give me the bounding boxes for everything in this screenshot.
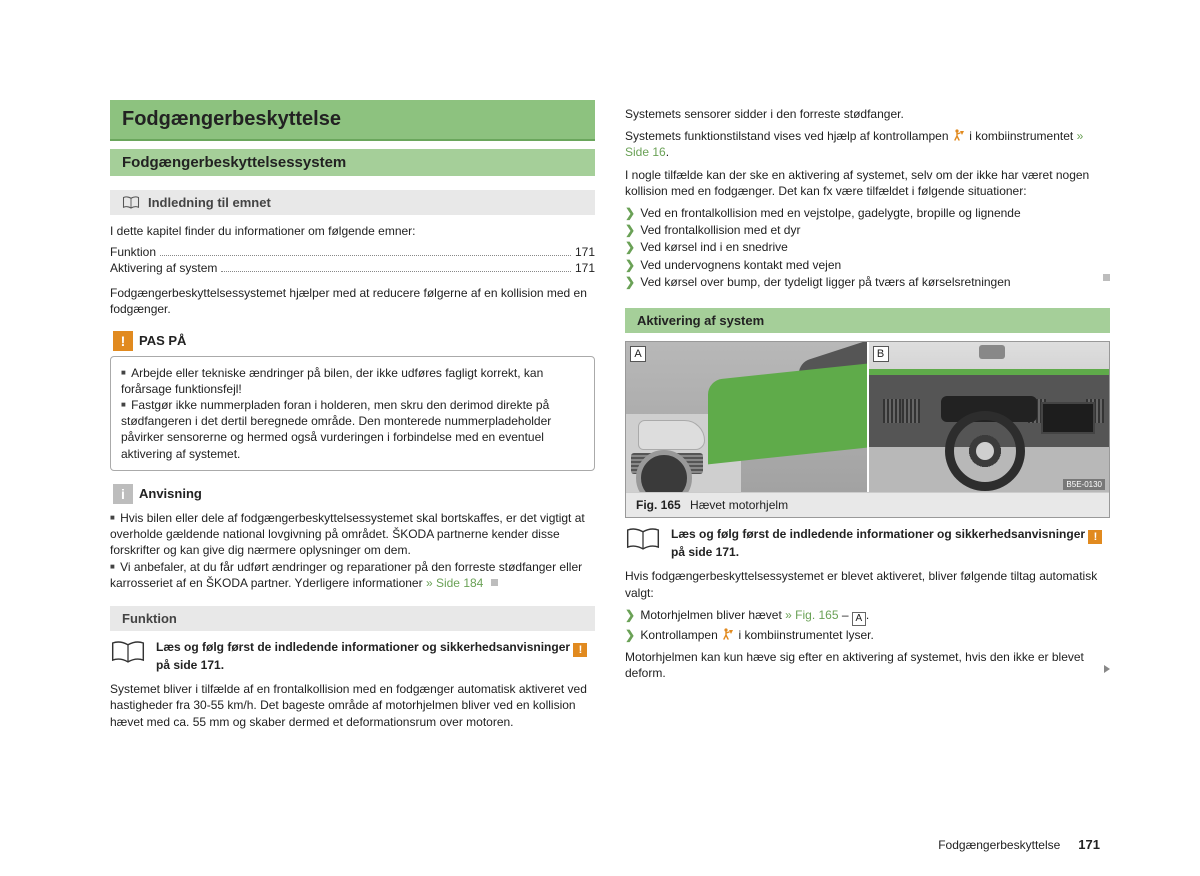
book-icon xyxy=(122,196,140,210)
panel-label-a: A xyxy=(630,346,646,362)
note-title: Anvisning xyxy=(139,486,202,501)
effect-after: i kombiinstrumentet lyser. xyxy=(738,628,873,642)
note-box: i Anvisning Hvis bilen eller dele af fod… xyxy=(110,481,595,592)
case-item: Ved frontalkollision med et dyr xyxy=(625,222,1110,238)
toc-dots xyxy=(160,255,571,256)
left-column: Fodgængerbeskyttelse Fodgængerbeskyttels… xyxy=(110,100,595,736)
intro-heading-text: Indledning til emnet xyxy=(148,195,271,210)
after-read-paragraph: Hvis fodgængerbeskyttelsessystemet er bl… xyxy=(625,568,1110,600)
effect-period: . xyxy=(866,608,869,622)
figure-caption-text: Hævet motorhjelm xyxy=(690,498,788,512)
warning-icon: ! xyxy=(573,643,587,657)
status-text-1: Systemets funktionstilstand vises ved hj… xyxy=(625,129,949,143)
read-text-part2: på side 171. xyxy=(671,545,739,559)
status-paragraph: Systemets funktionstilstand vises ved hj… xyxy=(625,128,1110,160)
figure-link[interactable]: » Fig. 165 xyxy=(785,608,838,622)
footer-section-name: Fodgængerbeskyttelse xyxy=(938,838,1060,852)
figure-panel-b: B B5E-0130 xyxy=(869,342,1110,492)
book-icon xyxy=(625,526,661,555)
final-paragraph: Motorhjelmen kan kun hæve sig efter en a… xyxy=(625,649,1110,681)
panel-label-b: B xyxy=(873,346,889,362)
caution-box: ! PAS PÅ Arbejde eller tekniske ændringe… xyxy=(110,328,595,471)
toc-page: 171 xyxy=(575,261,595,275)
status-text-2: i kombiinstrumentet xyxy=(969,129,1073,143)
effect-item: Kontrollampen i kombiinstrumentet lyser. xyxy=(625,627,1110,643)
caution-item: Arbejde eller tekniske ændringer på bile… xyxy=(121,365,584,397)
cases-list: Ved en frontalkollision med en vejstolpe… xyxy=(625,205,1110,290)
case-item-text: Ved kørsel over bump, der tydeligt ligge… xyxy=(640,275,1010,289)
toc-label: Funktion xyxy=(110,245,156,259)
info-icon: i xyxy=(113,484,133,504)
effect-dash: – xyxy=(839,608,849,622)
case-item: Ved kørsel over bump, der tydeligt ligge… xyxy=(625,274,1110,290)
effect-text: Motorhjelmen bliver hævet xyxy=(640,608,781,622)
figure-165: A B xyxy=(625,341,1110,518)
effect-item: Motorhjelmen bliver hævet » Fig. 165 – A… xyxy=(625,607,1110,626)
caution-title: PAS PÅ xyxy=(139,333,186,348)
toc: Funktion 171 Aktivering af system 171 xyxy=(110,245,595,275)
function-paragraph: Systemet bliver i tilfælde af en frontal… xyxy=(110,681,595,730)
page-footer: Fodgængerbeskyttelse 171 xyxy=(938,837,1100,852)
panel-ref-a: A xyxy=(852,612,866,626)
warning-icon: ! xyxy=(113,331,133,351)
activation-heading: Aktivering af system xyxy=(625,308,1110,333)
case-item: Ved kørsel ind i en snedrive xyxy=(625,239,1110,255)
read-first-text: Læs og følg først de indledende informat… xyxy=(156,639,595,674)
caution-body: Arbejde eller tekniske ændringer på bile… xyxy=(110,356,595,471)
intro-lead: I dette kapitel finder du informationer … xyxy=(110,223,595,239)
effects-list: Motorhjelmen bliver hævet » Fig. 165 – A… xyxy=(625,607,1110,643)
end-marker xyxy=(491,579,498,586)
figure-number: Fig. 165 xyxy=(636,498,681,512)
figure-panels: A B xyxy=(626,342,1109,492)
toc-row[interactable]: Aktivering af system 171 xyxy=(110,261,595,275)
read-text-part1: Læs og følg først de indledende informat… xyxy=(156,640,570,654)
read-text-part1: Læs og følg først de indledende informat… xyxy=(671,527,1085,541)
figure-caption: Fig. 165 Hævet motorhjelm xyxy=(626,492,1109,517)
end-marker xyxy=(1103,274,1110,281)
note-item-text: Vi anbefaler, at du får udført ændringer… xyxy=(110,560,582,590)
cases-block: Ved en frontalkollision med en vejstolpe… xyxy=(625,205,1110,290)
read-first-box: Læs og følg først de indledende informat… xyxy=(625,526,1110,561)
effect-text: Kontrollampen xyxy=(640,628,717,642)
note-item: Vi anbefaler, at du får udført ændringer… xyxy=(110,559,595,591)
caution-header: ! PAS PÅ xyxy=(110,328,196,354)
sensor-paragraph: Systemets sensorer sidder i den forreste… xyxy=(625,106,1110,122)
book-icon xyxy=(110,639,146,668)
final-text: Motorhjelmen kan kun hæve sig efter en a… xyxy=(625,650,1084,680)
note-list: Hvis bilen eller dele af fodgængerbeskyt… xyxy=(110,510,595,592)
function-heading: Funktion xyxy=(110,606,595,631)
read-first-text: Læs og følg først de indledende informat… xyxy=(671,526,1110,561)
toc-page: 171 xyxy=(575,245,595,259)
page: Fodgængerbeskyttelse Fodgængerbeskyttels… xyxy=(0,0,1200,736)
toc-dots xyxy=(221,271,571,272)
warning-icon: ! xyxy=(1088,530,1102,544)
page-link[interactable]: » Side 184 xyxy=(426,576,483,590)
toc-row[interactable]: Funktion 171 xyxy=(110,245,595,259)
intro-heading: Indledning til emnet xyxy=(110,190,595,215)
read-text-part2: på side 171. xyxy=(156,658,224,672)
section-heading: Fodgængerbeskyttelsessystem xyxy=(110,149,595,176)
cases-intro: I nogle tilfælde kan der ske en aktiveri… xyxy=(625,167,1110,199)
right-column: Systemets sensorer sidder i den forreste… xyxy=(625,100,1110,736)
case-item: Ved undervognens kontakt med vejen xyxy=(625,257,1110,273)
toc-label: Aktivering af system xyxy=(110,261,217,275)
figure-panel-a: A xyxy=(626,342,869,492)
continue-marker xyxy=(1104,665,1110,673)
note-header: i Anvisning xyxy=(110,481,212,507)
read-first-box: Læs og følg først de indledende informat… xyxy=(110,639,595,674)
page-number: 171 xyxy=(1078,837,1100,852)
pedestrian-icon xyxy=(952,129,966,141)
case-item: Ved en frontalkollision med en vejstolpe… xyxy=(625,205,1110,221)
note-item: Hvis bilen eller dele af fodgængerbeskyt… xyxy=(110,510,595,559)
pedestrian-icon xyxy=(721,628,735,640)
intro-paragraph: Fodgængerbeskyttelsessystemet hjælper me… xyxy=(110,285,595,317)
figure-code: B5E-0130 xyxy=(1063,479,1105,490)
caution-item: Fastgør ikke nummerpladen foran i holder… xyxy=(121,397,584,462)
page-title: Fodgængerbeskyttelse xyxy=(110,100,595,141)
